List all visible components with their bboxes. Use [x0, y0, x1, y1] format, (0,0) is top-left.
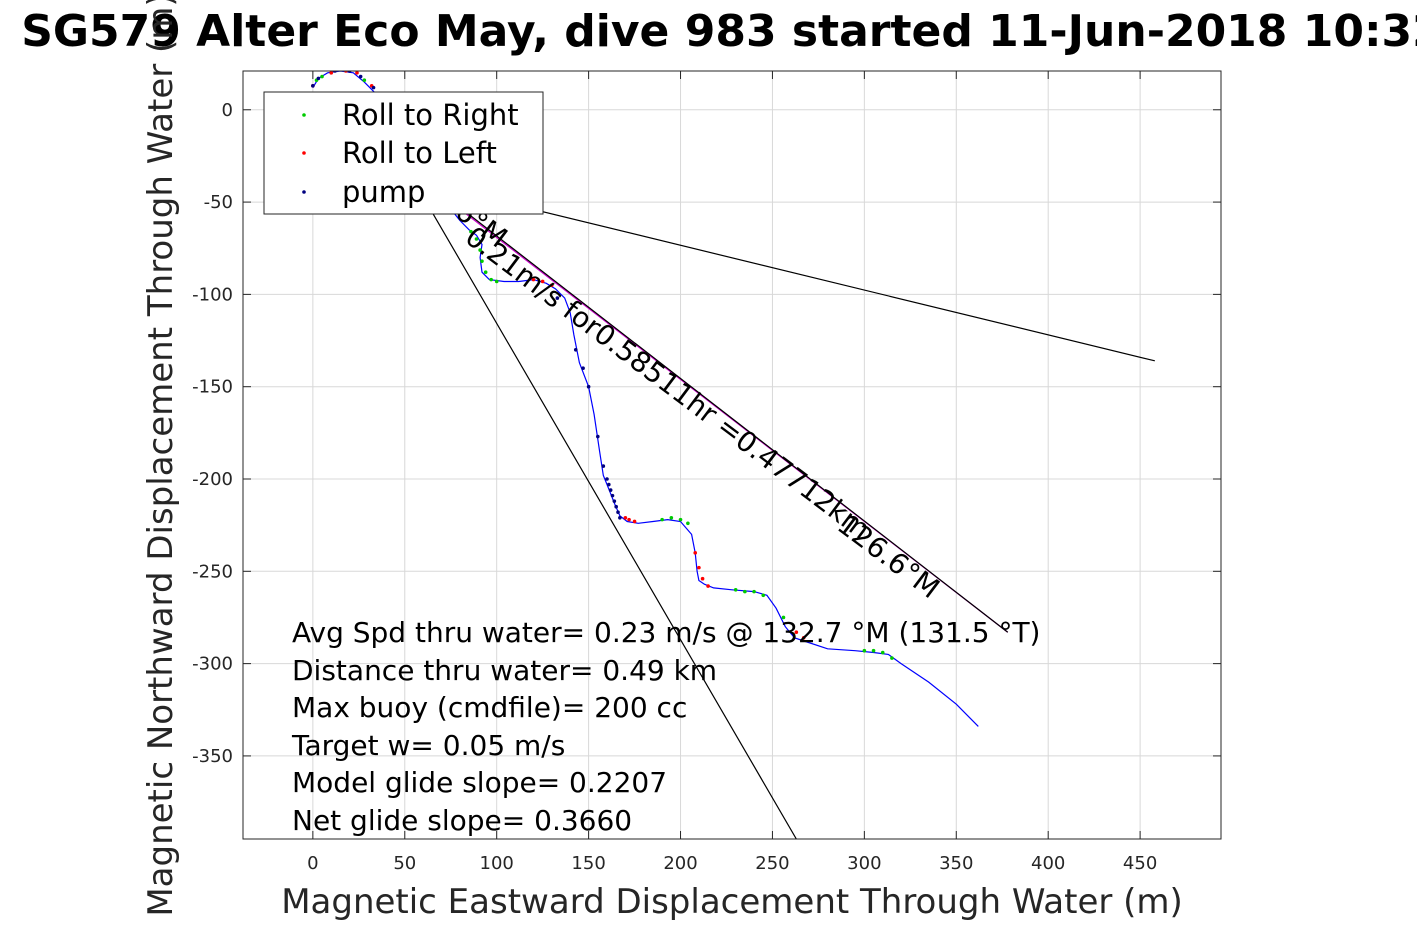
legend: Roll to Right Roll to Left pump: [263, 91, 544, 215]
pump-point: [316, 76, 321, 81]
pump-point: [610, 493, 615, 498]
x-tick-label: 450: [1123, 853, 1157, 874]
x-tick-label: 250: [755, 853, 789, 874]
chart-title: SG579 Alter Eco May, dive 983 started 11…: [21, 6, 1417, 57]
roll-left-point: [627, 517, 631, 522]
roll-right-point: [862, 648, 867, 653]
plot-frame: [242, 70, 1222, 840]
pump-point: [371, 85, 376, 90]
roll-right-point: [890, 656, 894, 660]
legend-label-roll-left: Roll to Left: [342, 136, 497, 170]
pump-point: [607, 482, 611, 487]
roll-right-point: [320, 74, 324, 79]
stat-line: Distance thru water= 0.49 km: [292, 654, 717, 687]
x-tick-label: 100: [480, 853, 514, 874]
markers-layer: [311, 71, 894, 660]
stats-block: Avg Spd thru water= 0.23 m/s @ 132.7 °M …: [291, 616, 1040, 837]
roll-left-point: [540, 279, 545, 284]
y-tick-label: -100: [192, 284, 233, 305]
roll-left-point: [329, 71, 334, 75]
roll-left-point: [697, 565, 701, 570]
pump-point: [612, 499, 617, 503]
roll-left-point: [706, 584, 710, 588]
y-axis-label: Magnetic Northward Displacement Through …: [141, 0, 181, 917]
stat-line: Model glide slope= 0.2207: [292, 766, 667, 799]
roll-right-point: [686, 521, 690, 526]
roll-right-point: [781, 615, 786, 620]
ticks-layer: 0 50 100 150 200 250 300 350 400 450 0 -50 -100 -150 -…: [192, 71, 1221, 874]
roll-left-point: [531, 277, 536, 282]
y-tick-label: -200: [192, 469, 233, 490]
roll-left-point: [550, 283, 554, 287]
roll-left-point: [355, 71, 359, 75]
x-tick-label: 200: [663, 853, 697, 874]
pump-point: [581, 366, 585, 371]
roll-right-point: [483, 270, 488, 275]
pump-point: [586, 384, 591, 389]
roll-left-point: [801, 635, 806, 640]
pump-point: [555, 296, 560, 300]
roll-right-point: [678, 517, 683, 522]
roll-right-point: [362, 78, 367, 83]
stat-line: Avg Spd thru water= 0.23 m/s @ 132.7 °M …: [292, 616, 1040, 649]
y-tick-label: -350: [192, 746, 233, 767]
roll-right-point: [743, 589, 747, 594]
roll-right-point: [469, 229, 473, 234]
reference-line-1: [404, 164, 797, 839]
roll-right-point: [478, 248, 482, 252]
pump-point: [605, 477, 609, 481]
stat-line: Net glide slope= 0.3660: [292, 804, 632, 837]
roll-right-point: [489, 277, 493, 282]
legend-marker-roll-left: [302, 151, 306, 155]
pump-point: [573, 347, 578, 352]
pump-point: [311, 83, 315, 88]
roll-right-point: [480, 259, 484, 263]
roll-right-point: [669, 515, 674, 520]
legend-marker-pump: [302, 190, 306, 194]
pump-point: [614, 504, 618, 509]
y-tick-label: -250: [192, 561, 233, 582]
roll-left-point: [623, 515, 628, 520]
pump-point: [616, 510, 620, 515]
roll-left-point: [632, 519, 637, 524]
x-tick-label: 350: [939, 853, 973, 874]
legend-label-roll-right: Roll to Right: [342, 98, 519, 132]
stat-line: Target w= 0.05 m/s: [291, 729, 565, 762]
roll-right-point: [871, 648, 876, 653]
x-tick-label: 150: [571, 853, 605, 874]
x-tick-label: 400: [1031, 853, 1065, 874]
pump-point: [608, 488, 613, 492]
legend-box: [263, 91, 544, 215]
y-tick-label: -50: [204, 192, 233, 213]
x-tick-label: 300: [847, 853, 881, 874]
roll-right-point: [752, 589, 756, 594]
legend-marker-roll-right: [302, 113, 306, 117]
roll-left-point: [794, 630, 799, 635]
roll-right-point: [761, 593, 766, 598]
stat-line: Max buoy (cmdfile)= 200 cc: [292, 691, 687, 724]
y-tick-label: -300: [192, 654, 233, 675]
pump-point: [601, 464, 606, 468]
legend-label-pump: pump: [342, 175, 425, 209]
x-tick-label: 50: [393, 853, 416, 874]
roll-right-point: [660, 517, 664, 522]
x-tick-label: 0: [307, 853, 318, 874]
reference-line-3: [386, 149, 1009, 633]
y-tick-label: -150: [192, 377, 233, 398]
roll-left-point: [693, 551, 698, 555]
pump-point: [596, 434, 600, 439]
roll-left-point: [700, 576, 705, 581]
pump-point: [358, 74, 363, 79]
roll-right-point: [474, 237, 479, 241]
roll-right-point: [880, 650, 885, 655]
roll-right-point: [733, 587, 738, 592]
roll-right-point: [494, 279, 499, 284]
pump-point: [618, 515, 622, 520]
y-tick-label: 0: [222, 100, 233, 121]
x-axis-label: Magnetic Eastward Displacement Through W…: [281, 882, 1183, 922]
